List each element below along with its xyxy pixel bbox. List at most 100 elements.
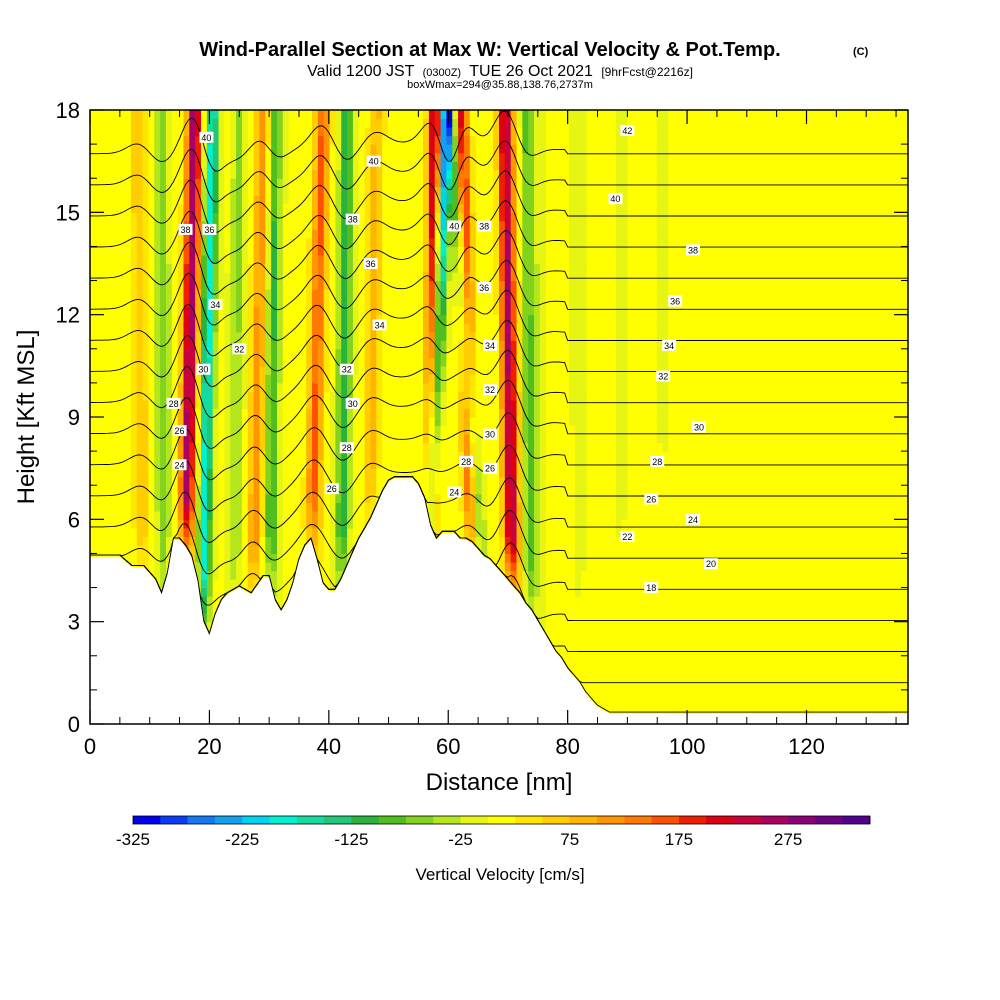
velocity-cell — [370, 399, 377, 410]
velocity-cell — [148, 110, 155, 120]
velocity-cell — [265, 417, 272, 427]
velocity-cell — [206, 485, 214, 495]
velocity-cell — [177, 417, 185, 427]
velocity-cell — [119, 195, 126, 205]
velocity-cell — [294, 459, 301, 469]
velocity-cell — [376, 485, 383, 495]
velocity-cell — [265, 306, 272, 316]
velocity-cell — [335, 306, 342, 316]
velocity-cell — [282, 178, 290, 188]
velocity-cell — [142, 152, 150, 162]
velocity-cell — [241, 280, 249, 290]
velocity-cell — [475, 314, 483, 324]
velocity-cell — [90, 195, 97, 205]
velocity-cell — [148, 118, 155, 128]
velocity-cell — [347, 110, 354, 120]
velocity-cell — [241, 127, 249, 137]
velocity-cell — [341, 340, 348, 350]
velocity-cell — [95, 544, 103, 555]
velocity-cell — [136, 280, 144, 290]
velocity-cell — [253, 451, 261, 461]
velocity-cell — [335, 536, 342, 546]
velocity-cell — [452, 331, 459, 341]
velocity-cell — [119, 476, 126, 486]
velocity-cell — [90, 340, 97, 350]
velocity-cell — [259, 357, 266, 367]
velocity-cell — [475, 502, 483, 512]
velocity-cell — [206, 408, 214, 418]
velocity-cell — [265, 434, 272, 444]
velocity-cell — [475, 527, 483, 537]
velocity-cell — [171, 442, 179, 452]
velocity-cell — [206, 374, 214, 384]
velocity-cell — [165, 510, 173, 520]
velocity-cell — [241, 519, 249, 529]
velocity-cell — [306, 340, 313, 350]
velocity-cell — [265, 442, 272, 452]
velocity-cell — [224, 570, 231, 580]
velocity-cell — [154, 152, 161, 162]
velocity-cell — [317, 459, 325, 469]
velocity-cell — [101, 178, 109, 188]
velocity-cell — [382, 314, 389, 324]
velocity-cell — [206, 391, 214, 401]
velocity-cell — [399, 425, 407, 435]
velocity-cell — [195, 536, 202, 546]
velocity-cell — [183, 212, 190, 222]
velocity-cell — [341, 246, 348, 256]
velocity-cell — [475, 195, 483, 205]
velocity-cell — [382, 417, 389, 427]
velocity-cell — [113, 263, 120, 273]
velocity-cell — [125, 544, 132, 555]
velocity-cell — [282, 186, 290, 196]
velocity-cell — [183, 536, 190, 546]
velocity-cell — [393, 451, 401, 461]
velocity-cell — [440, 135, 448, 145]
velocity-cell — [253, 110, 261, 120]
velocity-cell — [335, 331, 342, 341]
velocity-cell — [189, 451, 196, 461]
velocity-cell — [382, 178, 389, 188]
velocity-cell — [259, 340, 266, 350]
velocity-cell — [352, 254, 360, 265]
velocity-cell — [195, 306, 202, 316]
velocity-cell — [387, 195, 395, 205]
velocity-cell — [469, 382, 477, 393]
velocity-cell — [236, 399, 243, 410]
velocity-cell — [282, 237, 290, 248]
velocity-cell — [206, 186, 214, 196]
velocity-cell — [253, 272, 261, 282]
velocity-cell — [276, 323, 284, 333]
velocity-cell — [224, 527, 231, 537]
velocity-cell — [218, 263, 225, 273]
velocity-cell — [405, 442, 412, 452]
velocity-cell — [271, 110, 278, 120]
velocity-cell — [212, 434, 220, 444]
velocity-cell — [481, 476, 488, 486]
velocity-cell — [101, 280, 109, 290]
velocity-cell — [218, 314, 225, 324]
velocity-cell — [212, 519, 220, 529]
velocity-cell — [423, 357, 430, 367]
velocity-cell — [101, 289, 109, 299]
velocity-cell — [312, 195, 319, 205]
velocity-cell — [230, 365, 237, 375]
velocity-cell — [475, 254, 483, 265]
velocity-cell — [265, 229, 272, 239]
velocity-cell — [230, 314, 237, 324]
velocity-cell — [212, 425, 220, 435]
velocity-cell — [300, 169, 307, 179]
velocity-cell — [101, 451, 109, 461]
velocity-cell — [323, 579, 331, 589]
velocity-cell — [259, 442, 266, 452]
velocity-cell — [452, 110, 459, 120]
velocity-cell — [434, 340, 442, 350]
velocity-cell — [130, 519, 138, 529]
velocity-cell — [452, 118, 459, 128]
velocity-cell — [341, 127, 348, 137]
velocity-cell — [417, 340, 424, 350]
velocity-cell — [475, 169, 483, 179]
velocity-cell — [90, 527, 97, 537]
velocity-cell — [142, 417, 150, 427]
velocity-cell — [440, 485, 448, 495]
